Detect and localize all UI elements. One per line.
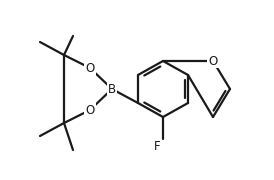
Text: O: O — [85, 62, 95, 75]
Text: O: O — [208, 55, 218, 68]
Text: O: O — [85, 103, 95, 116]
Text: B: B — [108, 82, 116, 96]
Text: F: F — [154, 141, 160, 154]
